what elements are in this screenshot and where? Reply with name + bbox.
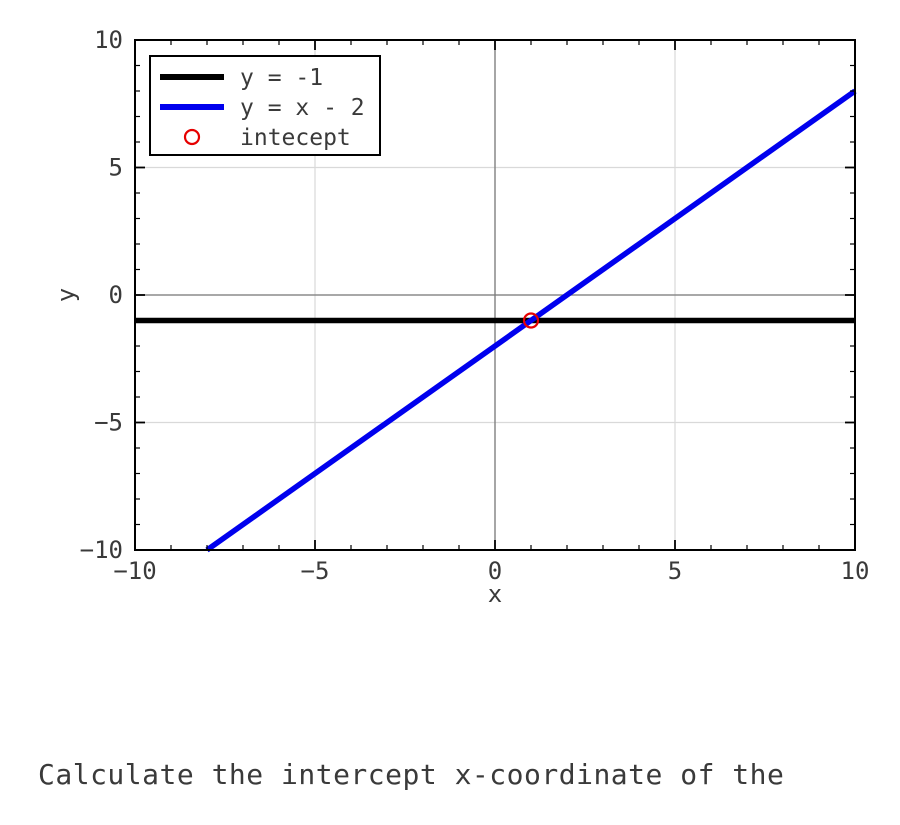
intercept-marker [522, 312, 540, 329]
y-tick-label: −5 [94, 409, 123, 437]
y-tick-label: −10 [80, 536, 123, 564]
x-tick-label: 10 [841, 557, 870, 585]
legend-label: y = -1 [240, 65, 323, 91]
x-tick-label: 5 [668, 557, 682, 585]
x-axis-label: x [488, 580, 502, 608]
y-tick-label: 5 [109, 154, 123, 182]
x-tick-label: 0 [488, 557, 502, 585]
x-tick-label: −5 [301, 557, 330, 585]
legend-label: y = x - 2 [240, 95, 365, 121]
y-tick-label: 0 [109, 281, 123, 309]
legend-label: intecept [240, 125, 351, 151]
y-tick-label: 10 [94, 26, 123, 54]
chart: −10 −5 0 5 10 −10 −5 0 5 10 x y y = -1 y = x - 2 intec… [52, 26, 870, 608]
legend-marker-swatch [183, 128, 201, 146]
caption-line-1: Calculate the intercept x-coordinate of … [38, 758, 785, 791]
x-tick-label: −10 [113, 557, 156, 585]
plot-spines [134, 39, 856, 551]
caption: Calculate the intercept x-coordinate of … [38, 682, 784, 825]
y-axis-label: y [52, 288, 80, 302]
series-line-1 [205, 88, 857, 553]
